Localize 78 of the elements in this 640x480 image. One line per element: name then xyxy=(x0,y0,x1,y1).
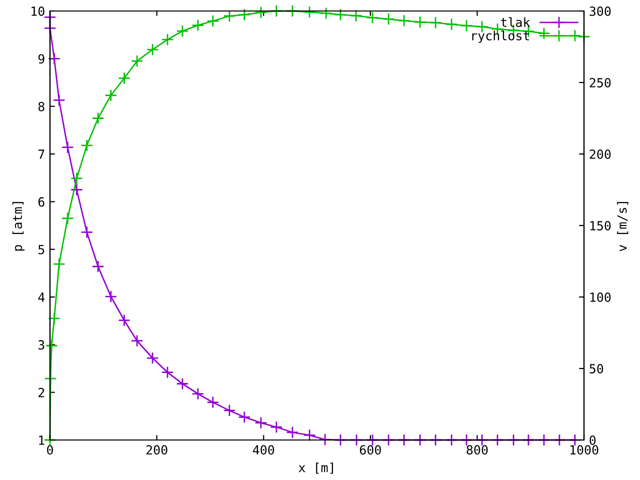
point xyxy=(286,426,299,439)
point xyxy=(206,14,220,28)
point xyxy=(303,6,316,18)
y2-axis-title: v [m/s] xyxy=(617,202,628,252)
point xyxy=(238,8,251,21)
legend-label: tlak xyxy=(500,17,530,27)
point xyxy=(118,72,130,84)
point xyxy=(254,416,268,430)
point xyxy=(176,24,189,38)
point xyxy=(382,12,395,26)
y-tick-label: 8 xyxy=(38,102,44,112)
point xyxy=(192,19,204,32)
point xyxy=(61,212,74,225)
x-tick-label: 1000 xyxy=(570,445,598,455)
y-tick-label: 4 xyxy=(38,292,45,302)
point xyxy=(104,290,118,303)
y-tick-label: 3 xyxy=(38,340,44,350)
y-tick-label: 1 xyxy=(39,436,44,445)
x-tick-label: 200 xyxy=(146,445,168,455)
x-tick-label: 600 xyxy=(360,445,381,455)
point xyxy=(460,19,473,32)
point xyxy=(350,9,362,22)
point xyxy=(366,11,379,24)
point xyxy=(161,33,174,46)
point xyxy=(445,18,458,31)
point xyxy=(146,43,159,56)
y-tick-label: 6 xyxy=(38,197,44,207)
point xyxy=(92,112,104,124)
y-tick-label: 9 xyxy=(38,54,44,64)
point xyxy=(45,339,58,352)
y-tick-label: 7 xyxy=(38,150,44,159)
point xyxy=(192,388,204,400)
y2-tick-label: 200 xyxy=(590,150,611,159)
point xyxy=(206,396,220,409)
point xyxy=(429,16,442,29)
point xyxy=(146,352,159,364)
point xyxy=(303,428,316,442)
x-tick-label: 0 xyxy=(47,445,53,455)
point xyxy=(398,14,410,27)
point xyxy=(176,378,189,390)
x-tick-label: 400 xyxy=(252,445,274,455)
y-axis-title: p [atm] xyxy=(12,202,25,251)
point xyxy=(320,7,332,20)
y2-tick-label: 0 xyxy=(590,436,596,445)
point xyxy=(414,16,426,28)
point xyxy=(238,410,251,424)
point xyxy=(44,372,57,385)
y-tick-label: 2 xyxy=(38,388,44,398)
point xyxy=(48,312,61,325)
x-tick-label: 800 xyxy=(466,445,488,455)
y2-tick-label: 250 xyxy=(590,78,611,88)
point xyxy=(104,89,118,102)
y2-tick-label: 300 xyxy=(590,6,611,16)
y2-tick-label: 50 xyxy=(590,364,604,374)
point xyxy=(92,260,104,273)
y2-tick-label: 100 xyxy=(590,292,611,302)
point xyxy=(161,366,174,379)
point xyxy=(270,420,283,434)
point xyxy=(318,433,332,446)
y-tick-label: 10 xyxy=(32,6,44,16)
point xyxy=(130,54,144,68)
y-tick-label: 5 xyxy=(38,245,44,254)
point xyxy=(52,258,66,270)
point xyxy=(223,404,236,417)
x-axis-title: x [m] xyxy=(298,462,333,474)
point xyxy=(254,6,268,19)
point xyxy=(48,52,61,65)
y2-tick-label: 150 xyxy=(590,221,611,230)
point xyxy=(130,334,144,348)
legend-label: rychlost xyxy=(472,30,530,43)
point xyxy=(70,172,83,185)
point xyxy=(118,314,130,327)
point xyxy=(61,141,74,154)
point xyxy=(334,8,347,21)
point xyxy=(80,226,94,238)
point xyxy=(80,139,94,152)
point xyxy=(70,184,83,196)
point xyxy=(52,94,66,106)
